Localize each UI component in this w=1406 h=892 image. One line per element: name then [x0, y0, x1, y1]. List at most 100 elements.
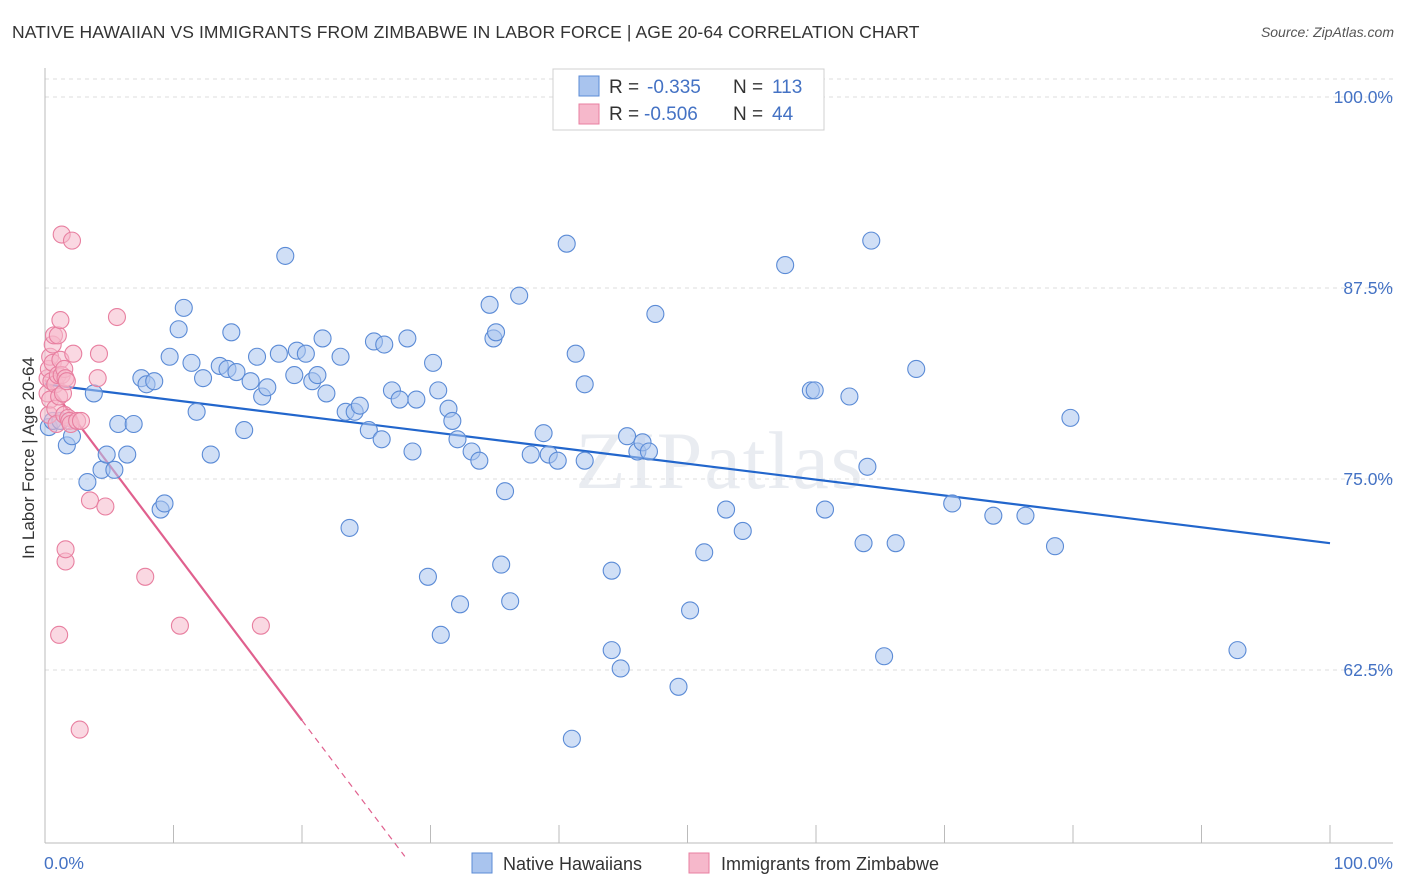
point-native-hawaiians [716, 500, 736, 519]
point-native-hawaiians [276, 246, 295, 265]
point-native-hawaiians [451, 595, 470, 614]
legend-r-value-2: -0.506 [644, 104, 698, 125]
point-native-hawaiians [407, 390, 426, 409]
point-native-hawaiians [227, 362, 246, 382]
point-native-hawaiians [241, 372, 260, 391]
legend-n-value-1: 113 [772, 77, 802, 98]
point-native-hawaiians [431, 625, 450, 644]
point-native-hawaiians [124, 414, 143, 434]
chart-title: NATIVE HAWAIIAN VS IMMIGRANTS FROM ZIMBA… [12, 22, 920, 42]
point-native-hawaiians [429, 381, 448, 400]
point-native-hawaiians [875, 647, 894, 666]
point-zimbabwe [51, 311, 70, 330]
point-native-hawaiians [805, 381, 824, 400]
axes [44, 68, 1393, 844]
point-native-hawaiians [174, 298, 193, 317]
point-native-hawaiians [858, 457, 877, 476]
point-native-hawaiians [340, 518, 359, 537]
legend-r-value-1: -0.335 [647, 77, 701, 98]
point-native-hawaiians [776, 256, 795, 275]
point-native-hawaiians [258, 378, 277, 397]
point-zimbabwe [48, 326, 67, 345]
point-native-hawaiians [201, 445, 220, 464]
trend-line-zimbabwe-extrapolated [301, 720, 406, 857]
point-native-hawaiians [495, 482, 515, 501]
point-native-hawaiians [317, 384, 336, 403]
point-native-hawaiians [548, 451, 567, 470]
point-native-hawaiians [443, 411, 462, 430]
point-native-hawaiians [84, 384, 103, 403]
legend-r-label-2: R = [609, 104, 639, 125]
point-native-hawaiians [611, 659, 630, 678]
point-native-hawaiians [984, 506, 1003, 525]
point-native-hawaiians [510, 286, 529, 305]
point-native-hawaiians [733, 521, 752, 541]
point-zimbabwe [251, 616, 270, 635]
y-tick-label: 87.5% [1343, 278, 1393, 298]
point-zimbabwe [70, 720, 89, 739]
trend-lines [44, 379, 1331, 857]
point-zimbabwe [170, 616, 189, 635]
point-native-hawaiians [235, 421, 254, 440]
point-native-hawaiians [247, 347, 267, 366]
y-axis-title: In Labor Force | Age 20-64 [19, 357, 38, 559]
x-tick-label-max: 100.0% [1334, 853, 1393, 873]
point-native-hawaiians [639, 442, 659, 461]
point-native-hawaiians [359, 421, 378, 440]
trend-line-zimbabwe [44, 379, 303, 722]
series-legend-swatch-pink [688, 852, 710, 874]
point-zimbabwe [64, 344, 83, 363]
point-native-hawaiians [296, 344, 315, 363]
point-native-hawaiians [187, 402, 206, 421]
stats-legend: R = -0.335 N = 113 R = -0.506 N = 44 [552, 68, 825, 131]
legend-r-label-1: R = [609, 77, 639, 98]
point-native-hawaiians [1016, 506, 1035, 525]
y-tick-label: 75.0% [1343, 469, 1393, 489]
point-zimbabwe [62, 231, 82, 250]
point-zimbabwe [56, 540, 75, 559]
point-native-hawaiians [269, 344, 288, 363]
point-native-hawaiians [602, 561, 621, 580]
point-native-hawaiians [372, 430, 391, 449]
point-native-hawaiians [398, 329, 417, 348]
point-native-hawaiians [1228, 641, 1247, 660]
point-native-hawaiians [521, 445, 540, 464]
point-native-hawaiians [169, 320, 188, 339]
point-zimbabwe [89, 344, 109, 363]
legend-n-value-2: 44 [772, 104, 794, 125]
point-native-hawaiians [155, 494, 174, 513]
point-native-hawaiians [118, 445, 137, 464]
point-native-hawaiians [854, 534, 873, 553]
point-native-hawaiians [182, 353, 201, 372]
point-native-hawaiians [1061, 408, 1080, 427]
point-native-hawaiians [375, 335, 394, 354]
point-native-hawaiians [486, 323, 506, 342]
point-native-hawaiians [285, 366, 304, 385]
point-native-hawaiians [501, 592, 520, 611]
legend-swatch-pink [578, 103, 600, 125]
point-native-hawaiians [534, 424, 553, 443]
legend-n-label-1: N = [733, 77, 763, 98]
point-native-hawaiians [815, 500, 835, 519]
point-native-hawaiians [1045, 537, 1065, 556]
point-native-hawaiians [403, 442, 422, 461]
point-native-hawaiians [109, 414, 128, 434]
point-native-hawaiians [562, 729, 581, 748]
point-native-hawaiians [566, 344, 585, 363]
point-zimbabwe [136, 567, 155, 586]
point-native-hawaiians [840, 387, 859, 406]
point-native-hawaiians [886, 534, 905, 553]
chart-source: Source: ZipAtlas.com [1260, 24, 1394, 40]
point-native-hawaiians [390, 390, 409, 409]
y-tick-label: 62.5% [1343, 660, 1393, 680]
point-zimbabwe [71, 411, 91, 430]
point-zimbabwe [96, 497, 115, 516]
point-native-hawaiians [492, 555, 511, 574]
point-native-hawaiians [618, 427, 637, 446]
point-native-hawaiians [313, 329, 332, 348]
point-zimbabwe [88, 369, 107, 388]
point-native-hawaiians [470, 451, 489, 470]
point-native-hawaiians [695, 543, 714, 562]
point-native-hawaiians [448, 430, 467, 449]
point-native-hawaiians [862, 231, 881, 250]
